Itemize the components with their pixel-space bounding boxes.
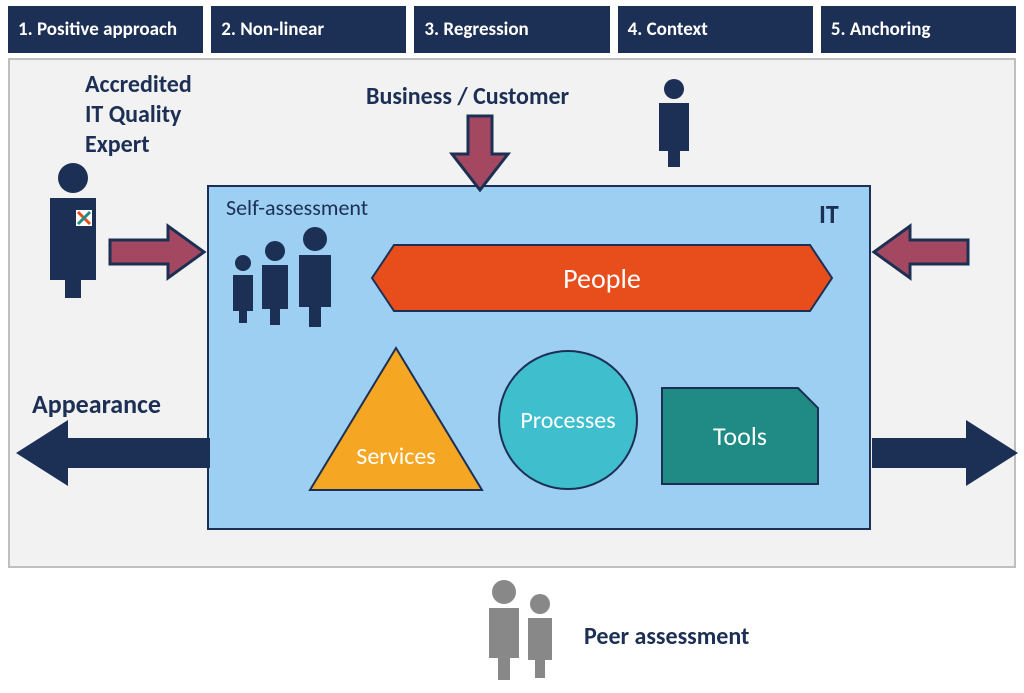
peer-people-icon — [478, 578, 568, 688]
appearance-label: Appearance — [32, 388, 161, 420]
tab-context: 4. Context — [618, 6, 813, 53]
business-arrow-icon — [448, 114, 512, 192]
services-shape: Services — [306, 344, 486, 494]
people-shape: People — [370, 243, 834, 313]
top-tabs: 1. Positive approach 2. Non-linear 3. Re… — [0, 0, 1024, 53]
expert-label: Accredited IT Quality Expert — [85, 70, 192, 160]
services-shape-label: Services — [306, 442, 486, 471]
expert-arrow-icon — [108, 222, 208, 282]
appearance-arrow-left-icon — [12, 418, 212, 488]
expert-person-icon — [38, 160, 108, 300]
tools-shape: Tools — [660, 386, 820, 486]
business-customer-label: Business / Customer — [366, 82, 569, 111]
self-assessment-label: Self-assessment — [226, 194, 368, 221]
processes-shape: Processes — [498, 350, 638, 490]
people-shape-label: People — [563, 261, 641, 296]
tools-shape-label: Tools — [660, 420, 820, 452]
processes-shape-label: Processes — [520, 406, 615, 435]
it-label: IT — [819, 198, 839, 230]
peer-assessment-label: Peer assessment — [584, 622, 749, 651]
tab-anchoring: 5. Anchoring — [821, 6, 1016, 53]
output-arrow-right-icon — [870, 418, 1020, 488]
tab-regression: 3. Regression — [414, 6, 609, 53]
business-person-icon — [652, 78, 696, 168]
right-input-arrow-icon — [870, 222, 970, 282]
team-people-icon — [225, 225, 345, 335]
tab-non-linear: 2. Non-linear — [211, 6, 406, 53]
tab-positive-approach: 1. Positive approach — [8, 6, 203, 53]
